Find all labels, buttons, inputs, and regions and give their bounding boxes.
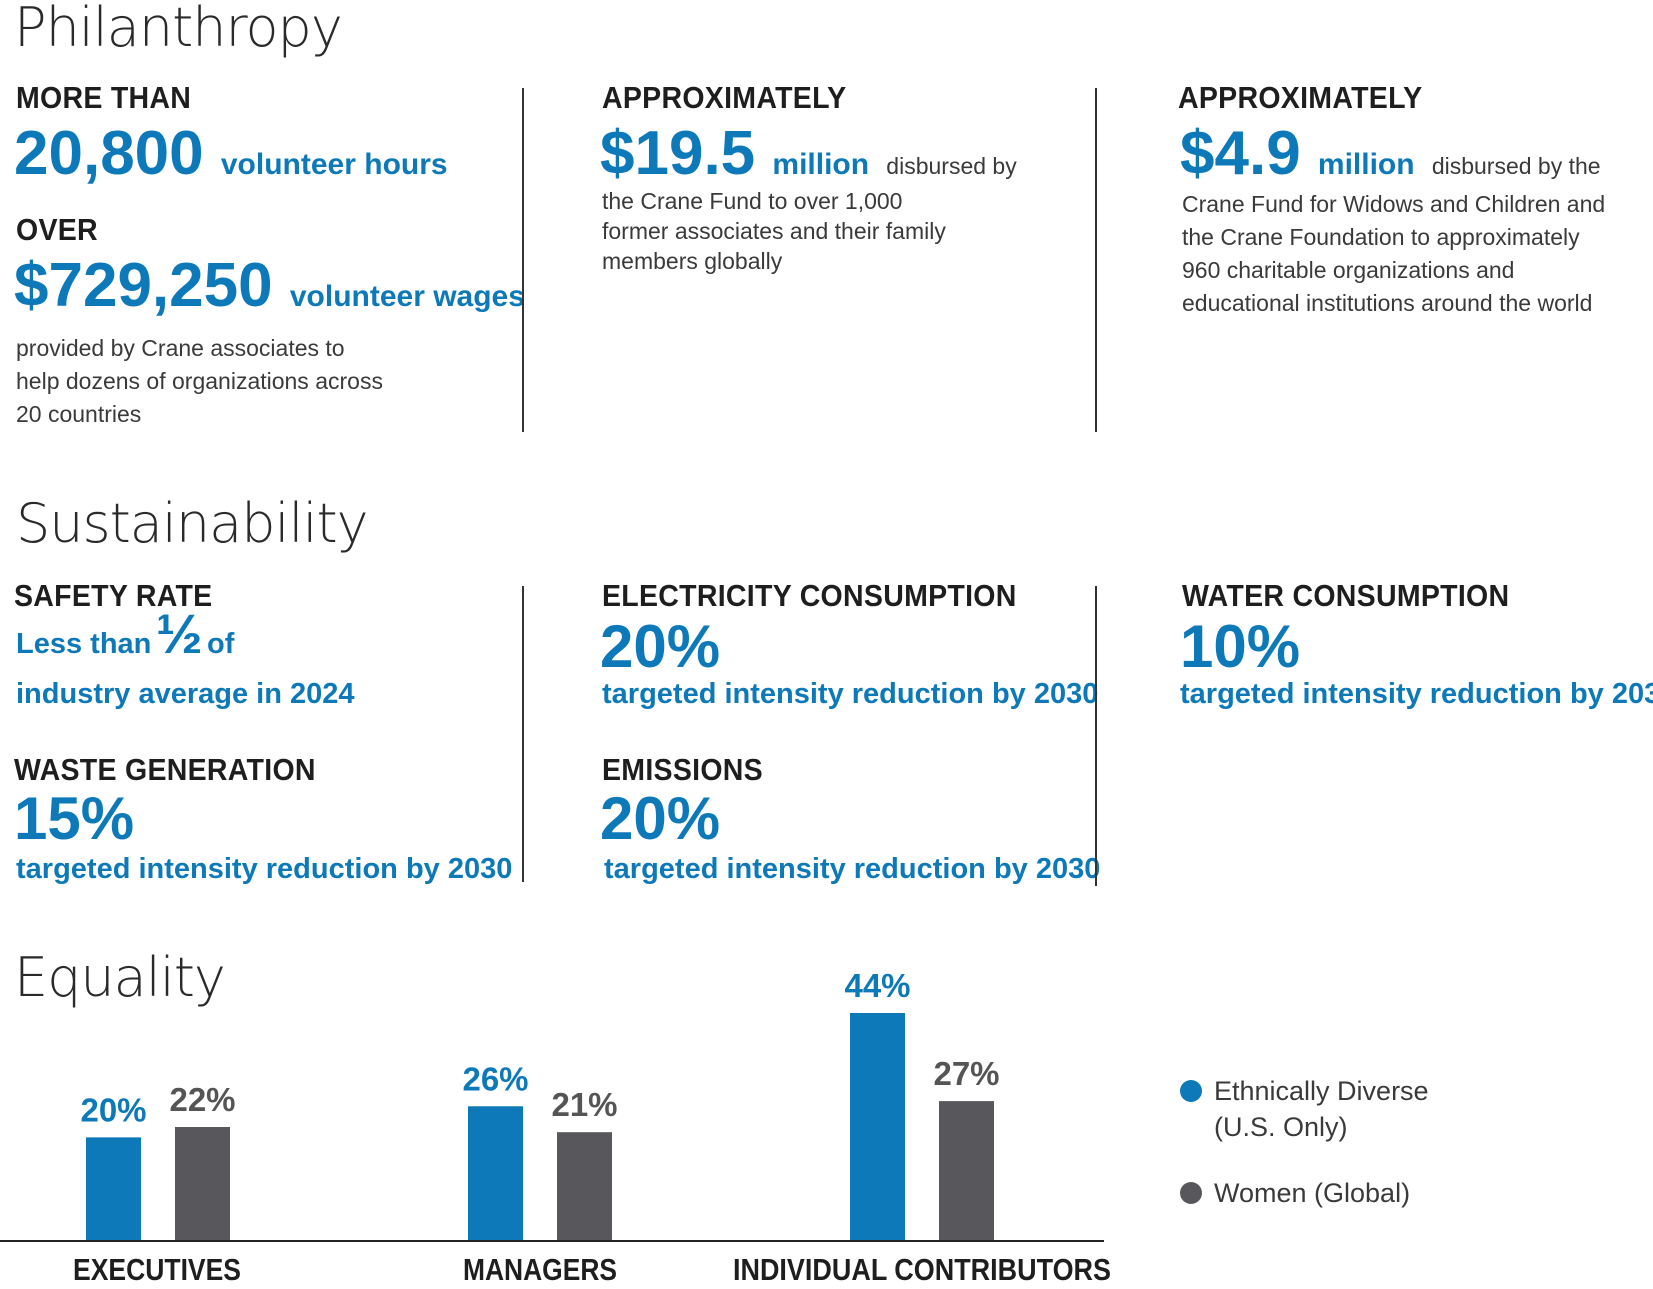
bar-ethnic-0 xyxy=(86,1137,141,1241)
widows-fund-value: $4.9 xyxy=(1180,119,1301,188)
legend-label: (U.S. Only) xyxy=(1214,1112,1348,1142)
bar-ethnic-1 xyxy=(468,1106,523,1241)
desc-line: former associates and their family xyxy=(602,218,946,244)
legend-label: Ethnically Diverse xyxy=(1214,1076,1429,1106)
column-divider xyxy=(522,88,524,432)
desc-line: Crane Fund for Widows and Children and xyxy=(1182,191,1606,217)
legend-label: Women (Global) xyxy=(1214,1178,1411,1208)
desc-line: provided by Crane associates to xyxy=(16,335,345,361)
electricity-sub: targeted intensity reduction by 2030 xyxy=(602,678,1099,710)
volunteer-hours-unit: volunteer hours xyxy=(220,148,448,181)
bar-women-0 xyxy=(175,1127,230,1241)
bar-value-label: 20% xyxy=(80,1091,146,1128)
desc-line: 960 charitable organizations and xyxy=(1182,257,1515,283)
bar-value-label: 21% xyxy=(551,1086,617,1123)
crane-fund-desc-inline: disbursed by xyxy=(886,153,1017,179)
sustainability-title: Sustainability xyxy=(16,492,369,555)
bar-value-label: 27% xyxy=(933,1055,999,1092)
widows-fund-desc-inline: disbursed by the xyxy=(1431,153,1601,179)
bar-value-label: 22% xyxy=(169,1081,235,1118)
electricity-value: 20% xyxy=(600,613,721,680)
category-labels-group: EXECUTIVES MANAGERS INDIVIDUAL CONTRIBUTOR… xyxy=(73,1252,1111,1287)
desc-line: members globally xyxy=(602,248,783,274)
safety-rate-label: SAFETY RATE xyxy=(14,578,213,613)
safety-rate-prefix: Less than xyxy=(16,628,152,660)
emissions-label: EMISSIONS xyxy=(602,752,763,787)
bar-ethnic-2 xyxy=(850,1013,905,1241)
bar-value-label: 44% xyxy=(844,967,910,1004)
bar-value-label: 26% xyxy=(462,1060,528,1097)
equality-bar-chart: 20% 26% 44% 22% 21% 27% EXECUTIVES MANAGERS IND… xyxy=(0,967,1111,1287)
legend-swatch-blue-icon xyxy=(1180,1080,1202,1102)
desc-line: help dozens of organizations across xyxy=(16,368,383,394)
volunteer-hours-label: MORE THAN xyxy=(16,80,192,115)
water-label: WATER CONSUMPTION xyxy=(1182,578,1510,613)
volunteer-description: provided by Crane associates to help doz… xyxy=(16,332,486,431)
legend-swatch-gray-icon xyxy=(1180,1182,1202,1204)
water-value: 10% xyxy=(1180,613,1301,680)
desc-line: the Crane Foundation to approximately xyxy=(1182,224,1580,250)
safety-rate-fraction: ½ xyxy=(155,602,203,665)
column-divider xyxy=(1095,88,1097,432)
equality-title: Equality xyxy=(14,946,226,1009)
volunteer-wages-value: $729,250 xyxy=(14,251,273,320)
bar-women-2 xyxy=(939,1101,994,1241)
desc-line: the Crane Fund to over 1,000 xyxy=(602,188,903,214)
desc-line: 20 countries xyxy=(16,401,142,427)
waste-generation-sub: targeted intensity reduction by 2030 xyxy=(16,853,513,885)
crane-fund-label: APPROXIMATELY xyxy=(602,80,847,115)
emissions-sub: targeted intensity reduction by 2030 xyxy=(604,853,1101,885)
crane-fund-unit: million xyxy=(772,148,870,181)
category-label: INDIVIDUAL CONTRIBUTORS xyxy=(733,1252,1111,1287)
widows-fund-label: APPROXIMATELY xyxy=(1178,80,1423,115)
waste-generation-value: 15% xyxy=(14,785,135,852)
safety-rate-detail: industry average in 2024 xyxy=(16,678,355,710)
desc-line: educational institutions around the worl… xyxy=(1182,290,1593,316)
crane-fund-stat: $19.5 million disbursed by xyxy=(600,118,1017,189)
waste-generation-label: WASTE GENERATION xyxy=(14,752,316,787)
volunteer-wages-label: OVER xyxy=(16,212,98,247)
philanthropy-title: Philanthropy xyxy=(14,0,343,59)
category-label: EXECUTIVES xyxy=(73,1252,241,1287)
volunteer-hours-stat: 20,800 volunteer hours xyxy=(14,118,448,189)
widows-fund-description: Crane Fund for Widows and Children and t… xyxy=(1182,188,1642,320)
widows-fund-unit: million xyxy=(1317,148,1415,181)
column-divider xyxy=(522,586,524,882)
widows-fund-stat: $4.9 million disbursed by the xyxy=(1180,118,1601,189)
safety-rate-stat: Less than ½ of xyxy=(16,606,235,662)
emissions-value: 20% xyxy=(600,785,721,852)
column-divider xyxy=(1095,586,1097,886)
volunteer-hours-value: 20,800 xyxy=(14,119,204,188)
crane-fund-description: the Crane Fund to over 1,000 former asso… xyxy=(602,186,1022,276)
volunteer-wages-unit: volunteer wages xyxy=(289,280,525,313)
electricity-label: ELECTRICITY CONSUMPTION xyxy=(602,578,1017,613)
water-sub: targeted intensity reduction by 2030 xyxy=(1180,678,1653,710)
volunteer-wages-stat: $729,250 volunteer wages xyxy=(14,250,525,321)
bar-women-1 xyxy=(557,1132,612,1241)
category-label: MANAGERS xyxy=(463,1252,617,1287)
bars-group: 20% 26% 44% 22% 21% 27% xyxy=(80,967,1000,1241)
safety-rate-suffix: of xyxy=(206,628,235,660)
crane-fund-value: $19.5 xyxy=(600,119,756,188)
